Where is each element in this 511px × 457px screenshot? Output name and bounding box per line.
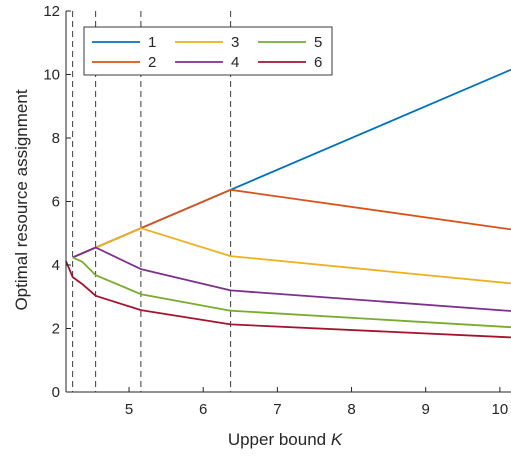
y-tick-label: 8 <box>52 130 60 147</box>
series-line-3 <box>72 227 511 285</box>
y-tick-label: 4 <box>52 257 60 274</box>
y-tick-label: 12 <box>43 3 60 20</box>
series-line-4 <box>72 246 511 312</box>
series-line-5 <box>72 256 511 329</box>
legend-label-1: 1 <box>148 34 156 51</box>
x-axis-label: Upper bound K <box>228 430 343 449</box>
series-lines <box>65 68 511 339</box>
legend-label-3: 3 <box>231 34 239 51</box>
legend-label-5: 5 <box>314 34 322 51</box>
series-line-2 <box>72 188 511 259</box>
x-tick-label: 10 <box>492 401 509 418</box>
y-tick-label: 10 <box>43 67 60 84</box>
x-tick-label: 5 <box>125 401 133 418</box>
x-tick-label: 8 <box>347 401 355 418</box>
y-axis-label: Optimal resource assignment <box>12 89 31 310</box>
y-tick-label: 6 <box>52 194 60 211</box>
y-tick-label: 0 <box>52 384 60 401</box>
legend-label-4: 4 <box>231 54 239 71</box>
x-tick-label: 6 <box>199 401 207 418</box>
legend-label-2: 2 <box>148 54 156 71</box>
x-tick-label: 9 <box>422 401 430 418</box>
x-tick-label: 7 <box>273 401 281 418</box>
legend: 1 2 3 4 5 6 <box>83 26 333 76</box>
series-line-6 <box>65 260 511 339</box>
y-tick-label: 2 <box>52 321 60 338</box>
legend-box <box>83 26 333 76</box>
legend-label-6: 6 <box>314 54 322 71</box>
